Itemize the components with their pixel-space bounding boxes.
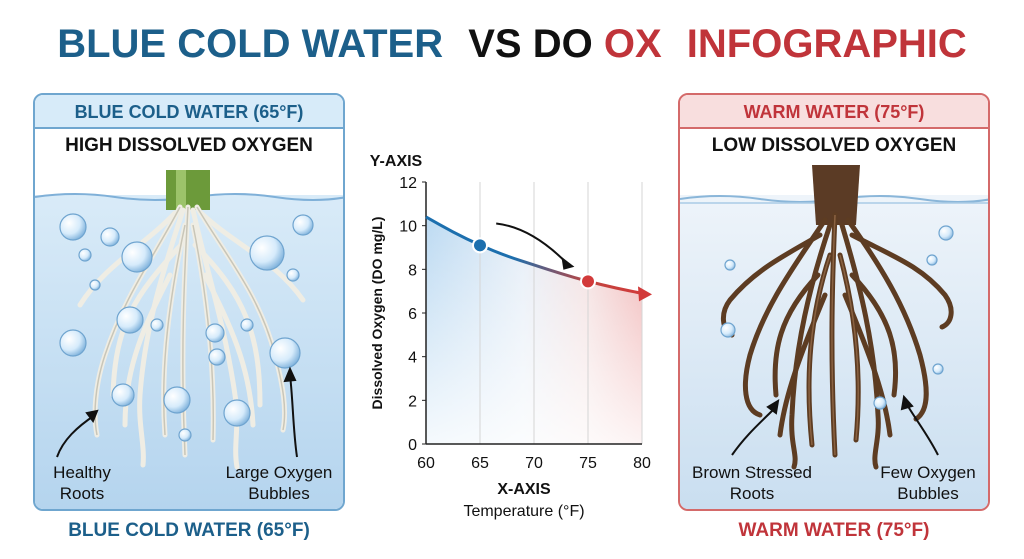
trend-arrow <box>496 222 568 264</box>
x-axis-label: Temperature (°F) <box>463 503 584 520</box>
y-axis-label: Dissolved Oxygen (DO mg/L) <box>369 217 385 410</box>
x-tick-label: 65 <box>471 455 489 472</box>
x-tick-label: 70 <box>525 455 543 472</box>
y-tick-label: 2 <box>408 393 417 410</box>
trend-arrowhead <box>561 256 575 270</box>
title-part-vs: VS DO <box>468 22 593 66</box>
y-tick-label: 8 <box>408 262 417 279</box>
cold-water-panel: BLUE COLD WATER (65°F) HIGH DISSOLVED OX… <box>33 93 345 511</box>
oxygen-bubbles <box>59 213 314 442</box>
x-tick-label: 75 <box>579 455 597 472</box>
y-tick-label: 10 <box>399 219 417 236</box>
data-point <box>472 237 488 254</box>
callout-arrows <box>56 366 298 458</box>
large-bubbles-label: Large Oxygen Bubbles <box>225 463 333 503</box>
x-tick-label: 60 <box>417 455 435 472</box>
few-oxygen-bubbles <box>720 225 954 410</box>
few-bubbles-label: Few Oxygen Bubbles <box>880 463 976 503</box>
warm-water-illustration <box>680 165 988 509</box>
x-tick-label: 80 <box>633 455 651 472</box>
warm-panel-subtitle: LOW DISSOLVED OXYGEN <box>711 135 957 156</box>
cold-panel-header: BLUE COLD WATER (65°F) <box>35 95 343 129</box>
warm-water-footer: WARM WATER (75°F) <box>738 520 930 541</box>
y-tick-label: 12 <box>399 175 417 192</box>
data-point <box>580 273 596 290</box>
x-axis-title: X-AXIS <box>497 481 551 498</box>
y-tick-label: 6 <box>408 306 417 323</box>
plant-trunk <box>812 165 860 225</box>
cold-water-illustration <box>35 170 343 509</box>
stressed-roots-label: Brown Stressed Roots <box>692 463 812 503</box>
y-tick-label: 4 <box>408 350 417 367</box>
cold-panel-subtitle: HIGH DISSOLVED OXYGEN <box>65 135 313 156</box>
warm-panel-header: WARM WATER (75°F) <box>680 95 988 129</box>
title-part-ox: OX <box>603 22 662 66</box>
warm-water-panel: WARM WATER (75°F) LOW DISSOLVED OXYGEN B… <box>678 93 990 511</box>
do-temperature-chart: 0 2 4 6 8 10 12 60 65 70 75 80 Y-AXIS Dissolved Oxyge… <box>369 153 652 520</box>
title-part-blue: BLUE COLD WATER <box>57 22 444 66</box>
healthy-roots-label: Healthy Roots <box>53 463 111 503</box>
series-arrowhead <box>638 286 652 302</box>
plant-stem <box>166 170 210 210</box>
infographic-title: BLUE COLD WATER VS DO OX INFOGRAPHIC <box>0 22 1024 67</box>
y-tick-label: 0 <box>408 437 417 454</box>
y-axis-title: Y-AXIS <box>370 153 423 170</box>
series-line <box>425 215 643 295</box>
cold-water-footer: BLUE COLD WATER (65°F) <box>68 520 310 541</box>
title-part-infographic: INFOGRAPHIC <box>686 22 967 66</box>
callout-arrows <box>731 394 939 456</box>
